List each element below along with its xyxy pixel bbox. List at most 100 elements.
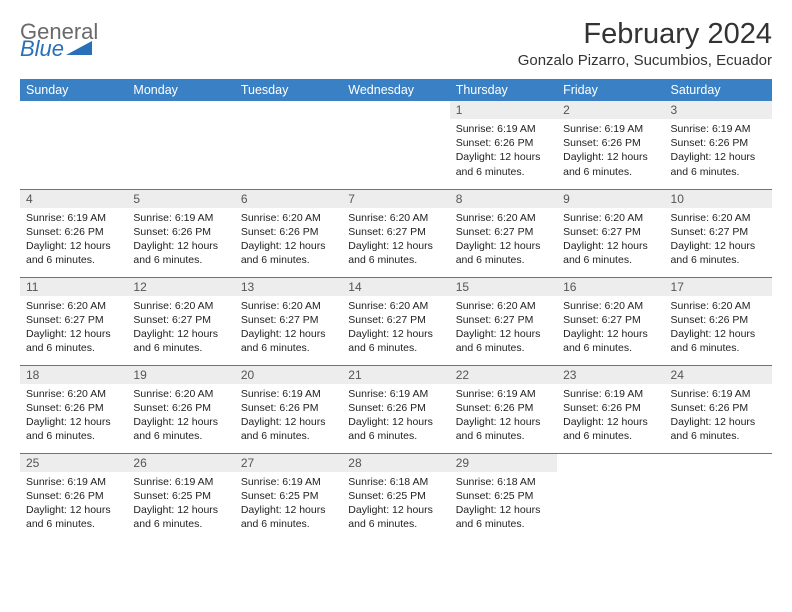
logo: General Blue [20, 18, 98, 60]
day-data: Sunrise: 6:19 AMSunset: 6:26 PMDaylight:… [235, 384, 342, 446]
daylight-text: Daylight: 12 hours and 6 minutes. [241, 327, 336, 355]
day-number: 6 [235, 190, 342, 208]
sunrise-text: Sunrise: 6:19 AM [26, 211, 121, 225]
daylight-text: Daylight: 12 hours and 6 minutes. [563, 239, 658, 267]
day-number: 23 [557, 366, 664, 384]
daylight-text: Daylight: 12 hours and 6 minutes. [26, 415, 121, 443]
sunset-text: Sunset: 6:26 PM [563, 401, 658, 415]
day-number: 22 [450, 366, 557, 384]
day-data: Sunrise: 6:18 AMSunset: 6:25 PMDaylight:… [450, 472, 557, 534]
day-data: Sunrise: 6:20 AMSunset: 6:27 PMDaylight:… [342, 296, 449, 358]
sunrise-text: Sunrise: 6:20 AM [241, 211, 336, 225]
day-data: Sunrise: 6:20 AMSunset: 6:27 PMDaylight:… [342, 208, 449, 270]
calendar-cell: 7Sunrise: 6:20 AMSunset: 6:27 PMDaylight… [342, 189, 449, 277]
daylight-text: Daylight: 12 hours and 6 minutes. [133, 327, 228, 355]
calendar-cell: 3Sunrise: 6:19 AMSunset: 6:26 PMDaylight… [665, 101, 772, 189]
calendar-cell: 25Sunrise: 6:19 AMSunset: 6:26 PMDayligh… [20, 453, 127, 541]
sunrise-text: Sunrise: 6:18 AM [348, 475, 443, 489]
sunrise-text: Sunrise: 6:19 AM [241, 475, 336, 489]
day-number: 19 [127, 366, 234, 384]
day-number [235, 101, 342, 105]
sunrise-text: Sunrise: 6:19 AM [456, 387, 551, 401]
sunrise-text: Sunrise: 6:20 AM [26, 299, 121, 313]
sunset-text: Sunset: 6:26 PM [241, 401, 336, 415]
sunset-text: Sunset: 6:26 PM [133, 401, 228, 415]
day-number: 16 [557, 278, 664, 296]
weekday-header: Monday [127, 79, 234, 101]
sunset-text: Sunset: 6:26 PM [26, 401, 121, 415]
sunset-text: Sunset: 6:27 PM [456, 225, 551, 239]
calendar-week: 25Sunrise: 6:19 AMSunset: 6:26 PMDayligh… [20, 453, 772, 541]
daylight-text: Daylight: 12 hours and 6 minutes. [241, 415, 336, 443]
title-block: February 2024 Gonzalo Pizarro, Sucumbios… [518, 18, 772, 69]
calendar-cell: 16Sunrise: 6:20 AMSunset: 6:27 PMDayligh… [557, 277, 664, 365]
day-data: Sunrise: 6:19 AMSunset: 6:26 PMDaylight:… [450, 384, 557, 446]
daylight-text: Daylight: 12 hours and 6 minutes. [26, 503, 121, 531]
day-number: 28 [342, 454, 449, 472]
day-data: Sunrise: 6:20 AMSunset: 6:26 PMDaylight:… [127, 384, 234, 446]
daylight-text: Daylight: 12 hours and 6 minutes. [671, 415, 766, 443]
weekday-header: Wednesday [342, 79, 449, 101]
day-number: 29 [450, 454, 557, 472]
sunset-text: Sunset: 6:26 PM [671, 401, 766, 415]
sunset-text: Sunset: 6:27 PM [563, 225, 658, 239]
sunset-text: Sunset: 6:26 PM [26, 225, 121, 239]
day-number [557, 454, 664, 458]
day-number: 24 [665, 366, 772, 384]
day-number [20, 101, 127, 105]
calendar-cell: 10Sunrise: 6:20 AMSunset: 6:27 PMDayligh… [665, 189, 772, 277]
day-data: Sunrise: 6:19 AMSunset: 6:26 PMDaylight:… [557, 119, 664, 181]
day-data: Sunrise: 6:19 AMSunset: 6:26 PMDaylight:… [557, 384, 664, 446]
daylight-text: Daylight: 12 hours and 6 minutes. [133, 503, 228, 531]
day-number: 5 [127, 190, 234, 208]
day-data: Sunrise: 6:20 AMSunset: 6:26 PMDaylight:… [235, 208, 342, 270]
day-number: 10 [665, 190, 772, 208]
calendar-cell [665, 453, 772, 541]
sunset-text: Sunset: 6:26 PM [26, 489, 121, 503]
day-data: Sunrise: 6:19 AMSunset: 6:25 PMDaylight:… [127, 472, 234, 534]
day-data: Sunrise: 6:18 AMSunset: 6:25 PMDaylight:… [342, 472, 449, 534]
day-data: Sunrise: 6:20 AMSunset: 6:26 PMDaylight:… [20, 384, 127, 446]
day-number: 17 [665, 278, 772, 296]
calendar-cell: 8Sunrise: 6:20 AMSunset: 6:27 PMDaylight… [450, 189, 557, 277]
daylight-text: Daylight: 12 hours and 6 minutes. [348, 415, 443, 443]
daylight-text: Daylight: 12 hours and 6 minutes. [26, 327, 121, 355]
sunset-text: Sunset: 6:27 PM [348, 313, 443, 327]
calendar-cell: 20Sunrise: 6:19 AMSunset: 6:26 PMDayligh… [235, 365, 342, 453]
day-number [665, 454, 772, 458]
calendar-cell: 23Sunrise: 6:19 AMSunset: 6:26 PMDayligh… [557, 365, 664, 453]
calendar-week: 4Sunrise: 6:19 AMSunset: 6:26 PMDaylight… [20, 189, 772, 277]
sunrise-text: Sunrise: 6:18 AM [456, 475, 551, 489]
day-number: 27 [235, 454, 342, 472]
calendar-cell [20, 101, 127, 189]
day-number: 8 [450, 190, 557, 208]
day-data: Sunrise: 6:19 AMSunset: 6:26 PMDaylight:… [665, 119, 772, 181]
day-data: Sunrise: 6:19 AMSunset: 6:26 PMDaylight:… [20, 472, 127, 534]
sunrise-text: Sunrise: 6:20 AM [133, 387, 228, 401]
calendar-week: 18Sunrise: 6:20 AMSunset: 6:26 PMDayligh… [20, 365, 772, 453]
day-data: Sunrise: 6:20 AMSunset: 6:27 PMDaylight:… [557, 208, 664, 270]
calendar-cell: 12Sunrise: 6:20 AMSunset: 6:27 PMDayligh… [127, 277, 234, 365]
day-data: Sunrise: 6:20 AMSunset: 6:27 PMDaylight:… [665, 208, 772, 270]
weekday-header: Sunday [20, 79, 127, 101]
day-data: Sunrise: 6:20 AMSunset: 6:27 PMDaylight:… [450, 208, 557, 270]
weekday-header: Thursday [450, 79, 557, 101]
calendar-page: General Blue February 2024 Gonzalo Pizar… [0, 0, 792, 551]
calendar-cell: 18Sunrise: 6:20 AMSunset: 6:26 PMDayligh… [20, 365, 127, 453]
sunrise-text: Sunrise: 6:19 AM [563, 122, 658, 136]
sunrise-text: Sunrise: 6:20 AM [241, 299, 336, 313]
sunset-text: Sunset: 6:26 PM [563, 136, 658, 150]
sunset-text: Sunset: 6:27 PM [671, 225, 766, 239]
calendar-cell: 11Sunrise: 6:20 AMSunset: 6:27 PMDayligh… [20, 277, 127, 365]
header: General Blue February 2024 Gonzalo Pizar… [20, 18, 772, 69]
day-data: Sunrise: 6:19 AMSunset: 6:26 PMDaylight:… [20, 208, 127, 270]
daylight-text: Daylight: 12 hours and 6 minutes. [133, 415, 228, 443]
sunrise-text: Sunrise: 6:20 AM [348, 211, 443, 225]
daylight-text: Daylight: 12 hours and 6 minutes. [348, 503, 443, 531]
calendar-cell: 6Sunrise: 6:20 AMSunset: 6:26 PMDaylight… [235, 189, 342, 277]
day-number: 11 [20, 278, 127, 296]
sunset-text: Sunset: 6:27 PM [133, 313, 228, 327]
calendar-cell: 26Sunrise: 6:19 AMSunset: 6:25 PMDayligh… [127, 453, 234, 541]
sunrise-text: Sunrise: 6:20 AM [348, 299, 443, 313]
month-title: February 2024 [518, 18, 772, 51]
